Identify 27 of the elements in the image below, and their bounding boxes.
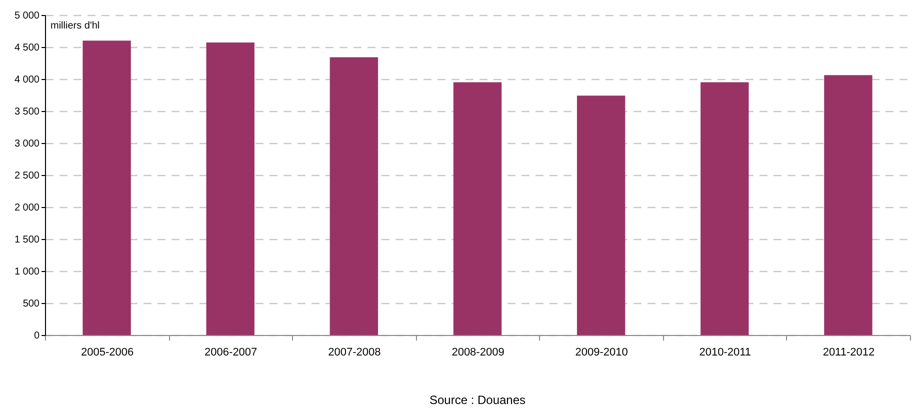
y-tick-label: 3 000 xyxy=(14,138,40,150)
bar xyxy=(453,82,502,335)
y-axis-title: milliers d'hl xyxy=(50,20,100,32)
y-tick-label: 3 500 xyxy=(14,106,40,118)
y-tick-label: 0 xyxy=(34,330,40,342)
bar xyxy=(206,42,254,335)
x-tick-label: 2006-2007 xyxy=(204,346,258,358)
x-tick-label: 2008-2009 xyxy=(452,346,504,358)
bar xyxy=(576,96,626,335)
y-tick-label: 500 xyxy=(22,298,40,310)
y-tick-label: 4 500 xyxy=(14,42,40,54)
y-tick-label: 1 000 xyxy=(14,266,40,278)
y-tick-label: 2 500 xyxy=(14,170,40,182)
bar xyxy=(330,57,378,335)
y-tick-label: 4 000 xyxy=(14,74,40,86)
bar xyxy=(82,40,131,335)
bar xyxy=(700,82,749,335)
bar xyxy=(824,75,872,335)
y-tick-label: 2 000 xyxy=(14,202,40,214)
x-tick-label: 2009-2010 xyxy=(575,346,628,358)
y-tick-label: 1 500 xyxy=(14,234,40,246)
y-tick-label: 5 000 xyxy=(14,10,40,22)
x-tick-label: 2011-2012 xyxy=(822,346,875,358)
x-tick-label: 2007-2008 xyxy=(328,346,381,358)
source-note: Source : Douanes xyxy=(429,393,526,407)
x-tick-label: 2010-2011 xyxy=(699,346,752,358)
x-tick-label: 2005-2006 xyxy=(80,346,134,358)
